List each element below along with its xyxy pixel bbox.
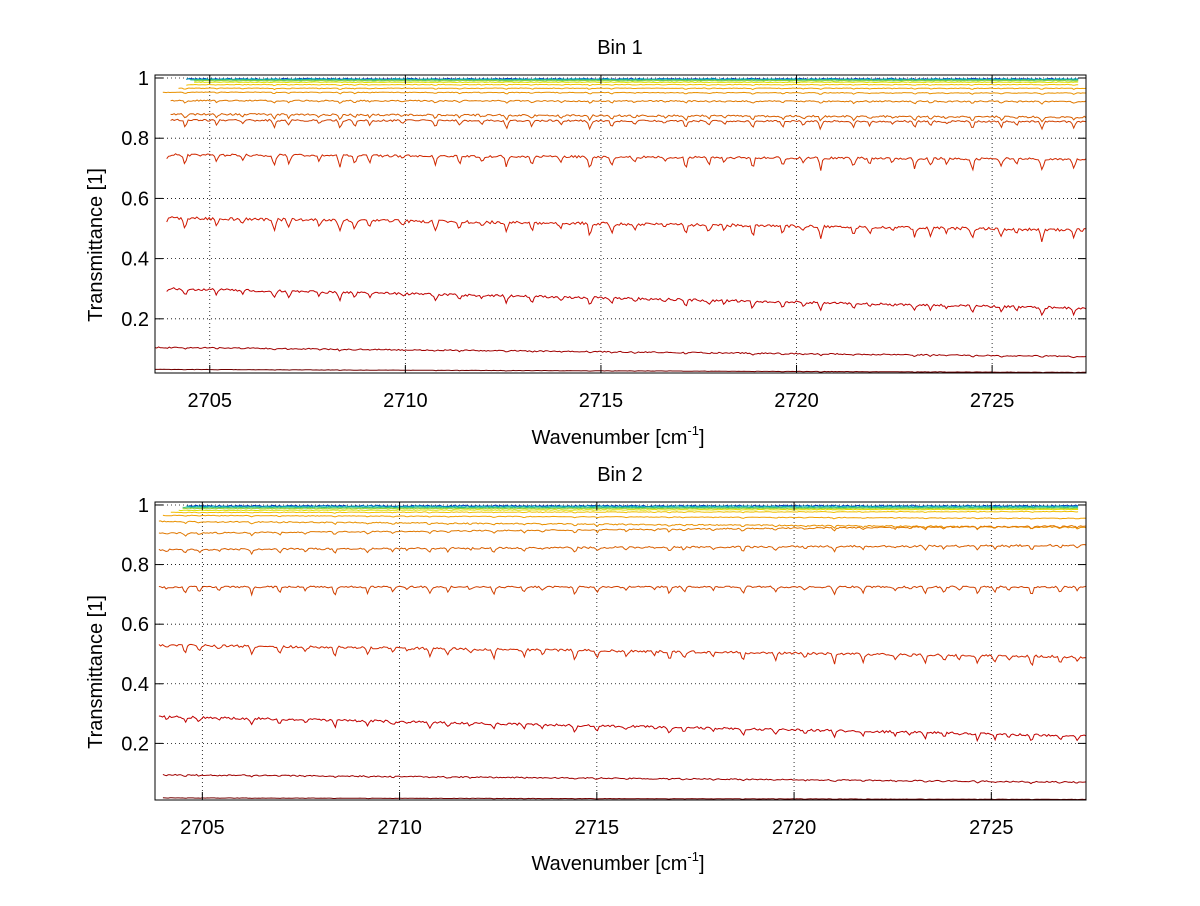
x-axis-label-text: Wavenumber [cm [531, 427, 687, 449]
y-tick-label: 1 [138, 495, 149, 517]
subplot-bin-1: Bin 1 Transmittance [1] Wavenumber [cm-1… [85, 37, 1087, 449]
series-line [178, 508, 1079, 512]
x-axis-label-end: ] [699, 427, 705, 449]
series-line [186, 83, 1079, 87]
x-tick-label: 2725 [969, 817, 1014, 839]
ticks-group: 2705 2710 2715 2720 2725 0.2 0.4 0.6 0.8 1 [121, 68, 1086, 412]
series-line [182, 507, 1079, 510]
x-tick-label: 2710 [383, 390, 428, 412]
y-tick-label: 0.4 [121, 249, 149, 271]
series-group [158, 504, 1087, 801]
series-line [190, 78, 1079, 81]
subplot-title: Bin 2 [597, 464, 643, 486]
x-tick-label: 2705 [188, 390, 233, 412]
series-line [182, 506, 1079, 509]
axes-frame [154, 74, 1087, 374]
x-axis-label-end: ] [699, 853, 705, 875]
x-axis-label-superscript: -1 [687, 423, 699, 438]
y-tick-label: 0.2 [121, 309, 149, 331]
series-line [170, 112, 1087, 123]
series-line [178, 87, 1087, 91]
y-axis-label: Transmittance [1] [85, 168, 107, 322]
grid [155, 502, 1086, 800]
series-line [158, 715, 1087, 743]
series-line [170, 99, 1087, 105]
series-line [162, 514, 1087, 520]
series-line [154, 346, 1087, 359]
series-line [170, 510, 1079, 514]
y-tick-label: 0.8 [121, 128, 149, 150]
series-group [154, 77, 1087, 374]
x-tick-label: 2715 [575, 817, 620, 839]
series-line [158, 520, 1087, 530]
x-tick-label: 2720 [772, 817, 817, 839]
y-axis-label: Transmittance [1] [85, 595, 107, 749]
series-line [170, 118, 1087, 131]
x-tick-label: 2715 [579, 390, 624, 412]
x-axis-label-text: Wavenumber [cm [531, 853, 687, 875]
series-line [194, 79, 1079, 82]
y-tick-label: 1 [138, 68, 149, 90]
y-tick-label: 0.6 [121, 614, 149, 636]
subplot-bin-2: Bin 2 Transmittance [1] Wavenumber [cm-1… [85, 464, 1087, 875]
series-line [158, 524, 1087, 537]
series-line [166, 287, 1087, 317]
x-tick-label: 2705 [180, 817, 225, 839]
x-tick-label: 2710 [377, 817, 422, 839]
series-line [158, 585, 1087, 597]
x-tick-label: 2725 [970, 390, 1015, 412]
series-line [166, 216, 1087, 243]
series-line [158, 643, 1087, 667]
y-tick-label: 0.8 [121, 555, 149, 577]
series-line [162, 797, 1087, 801]
x-tick-label: 2720 [774, 390, 819, 412]
y-tick-label: 0.6 [121, 188, 149, 210]
x-axis-label: Wavenumber [cm-1] [531, 849, 704, 875]
series-line [162, 91, 1086, 95]
y-tick-label: 0.4 [121, 674, 149, 696]
subplot-title: Bin 1 [597, 37, 643, 59]
x-axis-label-superscript: -1 [687, 849, 699, 864]
y-tick-label: 0.2 [121, 733, 149, 755]
series-line [158, 543, 1087, 556]
series-line [166, 153, 1087, 172]
series-line [162, 773, 1087, 785]
x-axis-label: Wavenumber [cm-1] [531, 423, 704, 449]
axes-frame [154, 501, 1087, 801]
series-line [194, 81, 1079, 84]
series-line [155, 368, 1086, 374]
ticks-group: 2705 2710 2715 2720 2725 0.2 0.4 0.6 0.8 1 [121, 495, 1086, 839]
